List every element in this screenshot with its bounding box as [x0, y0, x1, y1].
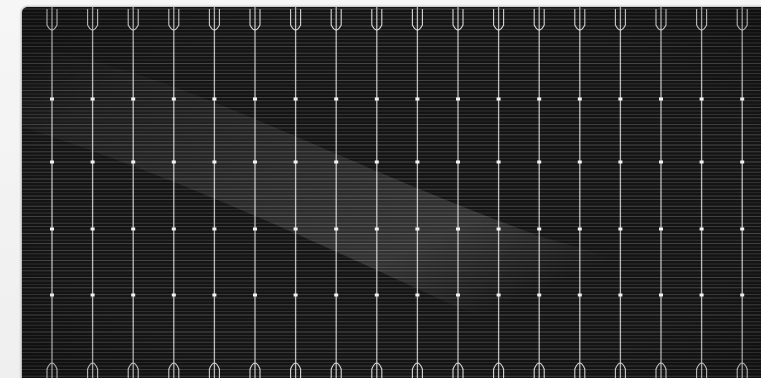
- vignette-overlay: [22, 7, 761, 378]
- solar-panel: [22, 7, 761, 378]
- solar-cell-grid: [22, 7, 761, 378]
